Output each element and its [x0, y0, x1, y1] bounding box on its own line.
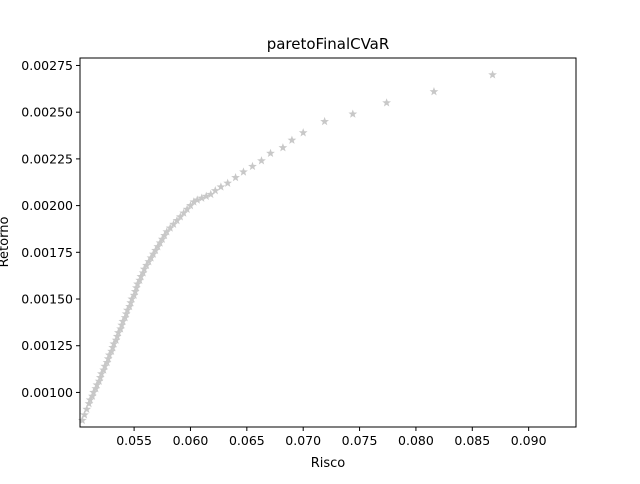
data-point	[77, 415, 87, 425]
data-point	[130, 286, 140, 296]
y-axis-label: Retorno	[0, 217, 12, 268]
data-point	[210, 186, 220, 195]
data-point	[129, 290, 139, 299]
data-point	[488, 70, 497, 79]
data-point	[80, 410, 89, 419]
data-point	[131, 283, 141, 292]
data-point	[84, 399, 94, 408]
data-point	[206, 189, 216, 199]
data-point	[266, 148, 275, 158]
data-point	[82, 404, 92, 413]
y-tick-label: 0.00100	[21, 385, 73, 400]
data-point	[179, 208, 189, 217]
data-point	[186, 201, 195, 210]
y-tick-label: 0.00250	[21, 105, 73, 120]
data-point	[108, 342, 118, 352]
data-point	[320, 116, 329, 126]
data-point	[165, 223, 175, 232]
data-point	[117, 320, 127, 329]
data-point	[216, 182, 226, 191]
x-tick-label: 0.085	[454, 433, 490, 448]
data-point	[197, 193, 207, 202]
data-point	[91, 384, 101, 393]
data-point	[287, 135, 297, 144]
data-point	[248, 161, 257, 171]
plot-frame	[79, 57, 577, 428]
data-point	[169, 219, 178, 229]
data-point	[102, 357, 112, 367]
data-points	[77, 70, 497, 425]
x-tick-label: 0.090	[511, 433, 547, 448]
data-point	[172, 215, 182, 225]
data-point	[125, 301, 134, 311]
data-point	[382, 98, 391, 107]
y-tick-label: 0.00225	[21, 151, 73, 166]
x-axis-ticks: 0.055 0.060 0.065 0.070 0.075 0.080 0.085 0.090	[116, 427, 547, 448]
y-tick-label: 0.00150	[21, 292, 73, 307]
data-point	[278, 143, 288, 152]
data-point	[121, 309, 131, 318]
data-point	[126, 298, 136, 307]
data-point	[99, 365, 109, 374]
data-point	[239, 167, 248, 176]
y-tick-label: 0.00125	[21, 338, 73, 353]
data-point	[135, 275, 145, 285]
data-point	[298, 128, 308, 137]
data-point	[107, 346, 116, 356]
x-tick-label: 0.060	[173, 433, 209, 448]
data-point	[429, 87, 439, 96]
data-point	[201, 191, 211, 200]
data-point	[111, 335, 121, 344]
data-point	[175, 212, 185, 221]
data-point	[120, 313, 130, 322]
data-point	[182, 204, 192, 214]
data-point	[189, 197, 199, 206]
x-axis-label: Risco	[311, 456, 346, 471]
data-point	[94, 376, 104, 385]
y-tick-label: 0.00200	[21, 198, 73, 213]
data-point	[192, 195, 202, 204]
data-point	[116, 324, 125, 333]
data-point	[231, 172, 240, 182]
chart-title: paretoFinalCVaR	[267, 35, 390, 53]
data-point	[95, 372, 105, 382]
y-tick-label: 0.00275	[21, 58, 73, 73]
data-point	[223, 178, 233, 187]
x-tick-label: 0.065	[229, 433, 265, 448]
data-point	[348, 109, 358, 118]
data-point	[88, 391, 97, 400]
y-axis-ticks: 0.00100 0.00125 0.00150 0.00175 0.00200 0.002…	[21, 58, 80, 400]
x-tick-label: 0.070	[285, 433, 321, 448]
data-point	[138, 268, 148, 277]
x-tick-label: 0.055	[116, 433, 152, 448]
x-tick-label: 0.080	[398, 433, 434, 448]
x-tick-label: 0.075	[342, 433, 378, 448]
data-point	[103, 354, 113, 363]
data-point	[257, 156, 266, 165]
data-point	[162, 227, 172, 236]
y-tick-label: 0.00175	[21, 245, 73, 260]
data-point	[112, 331, 122, 341]
